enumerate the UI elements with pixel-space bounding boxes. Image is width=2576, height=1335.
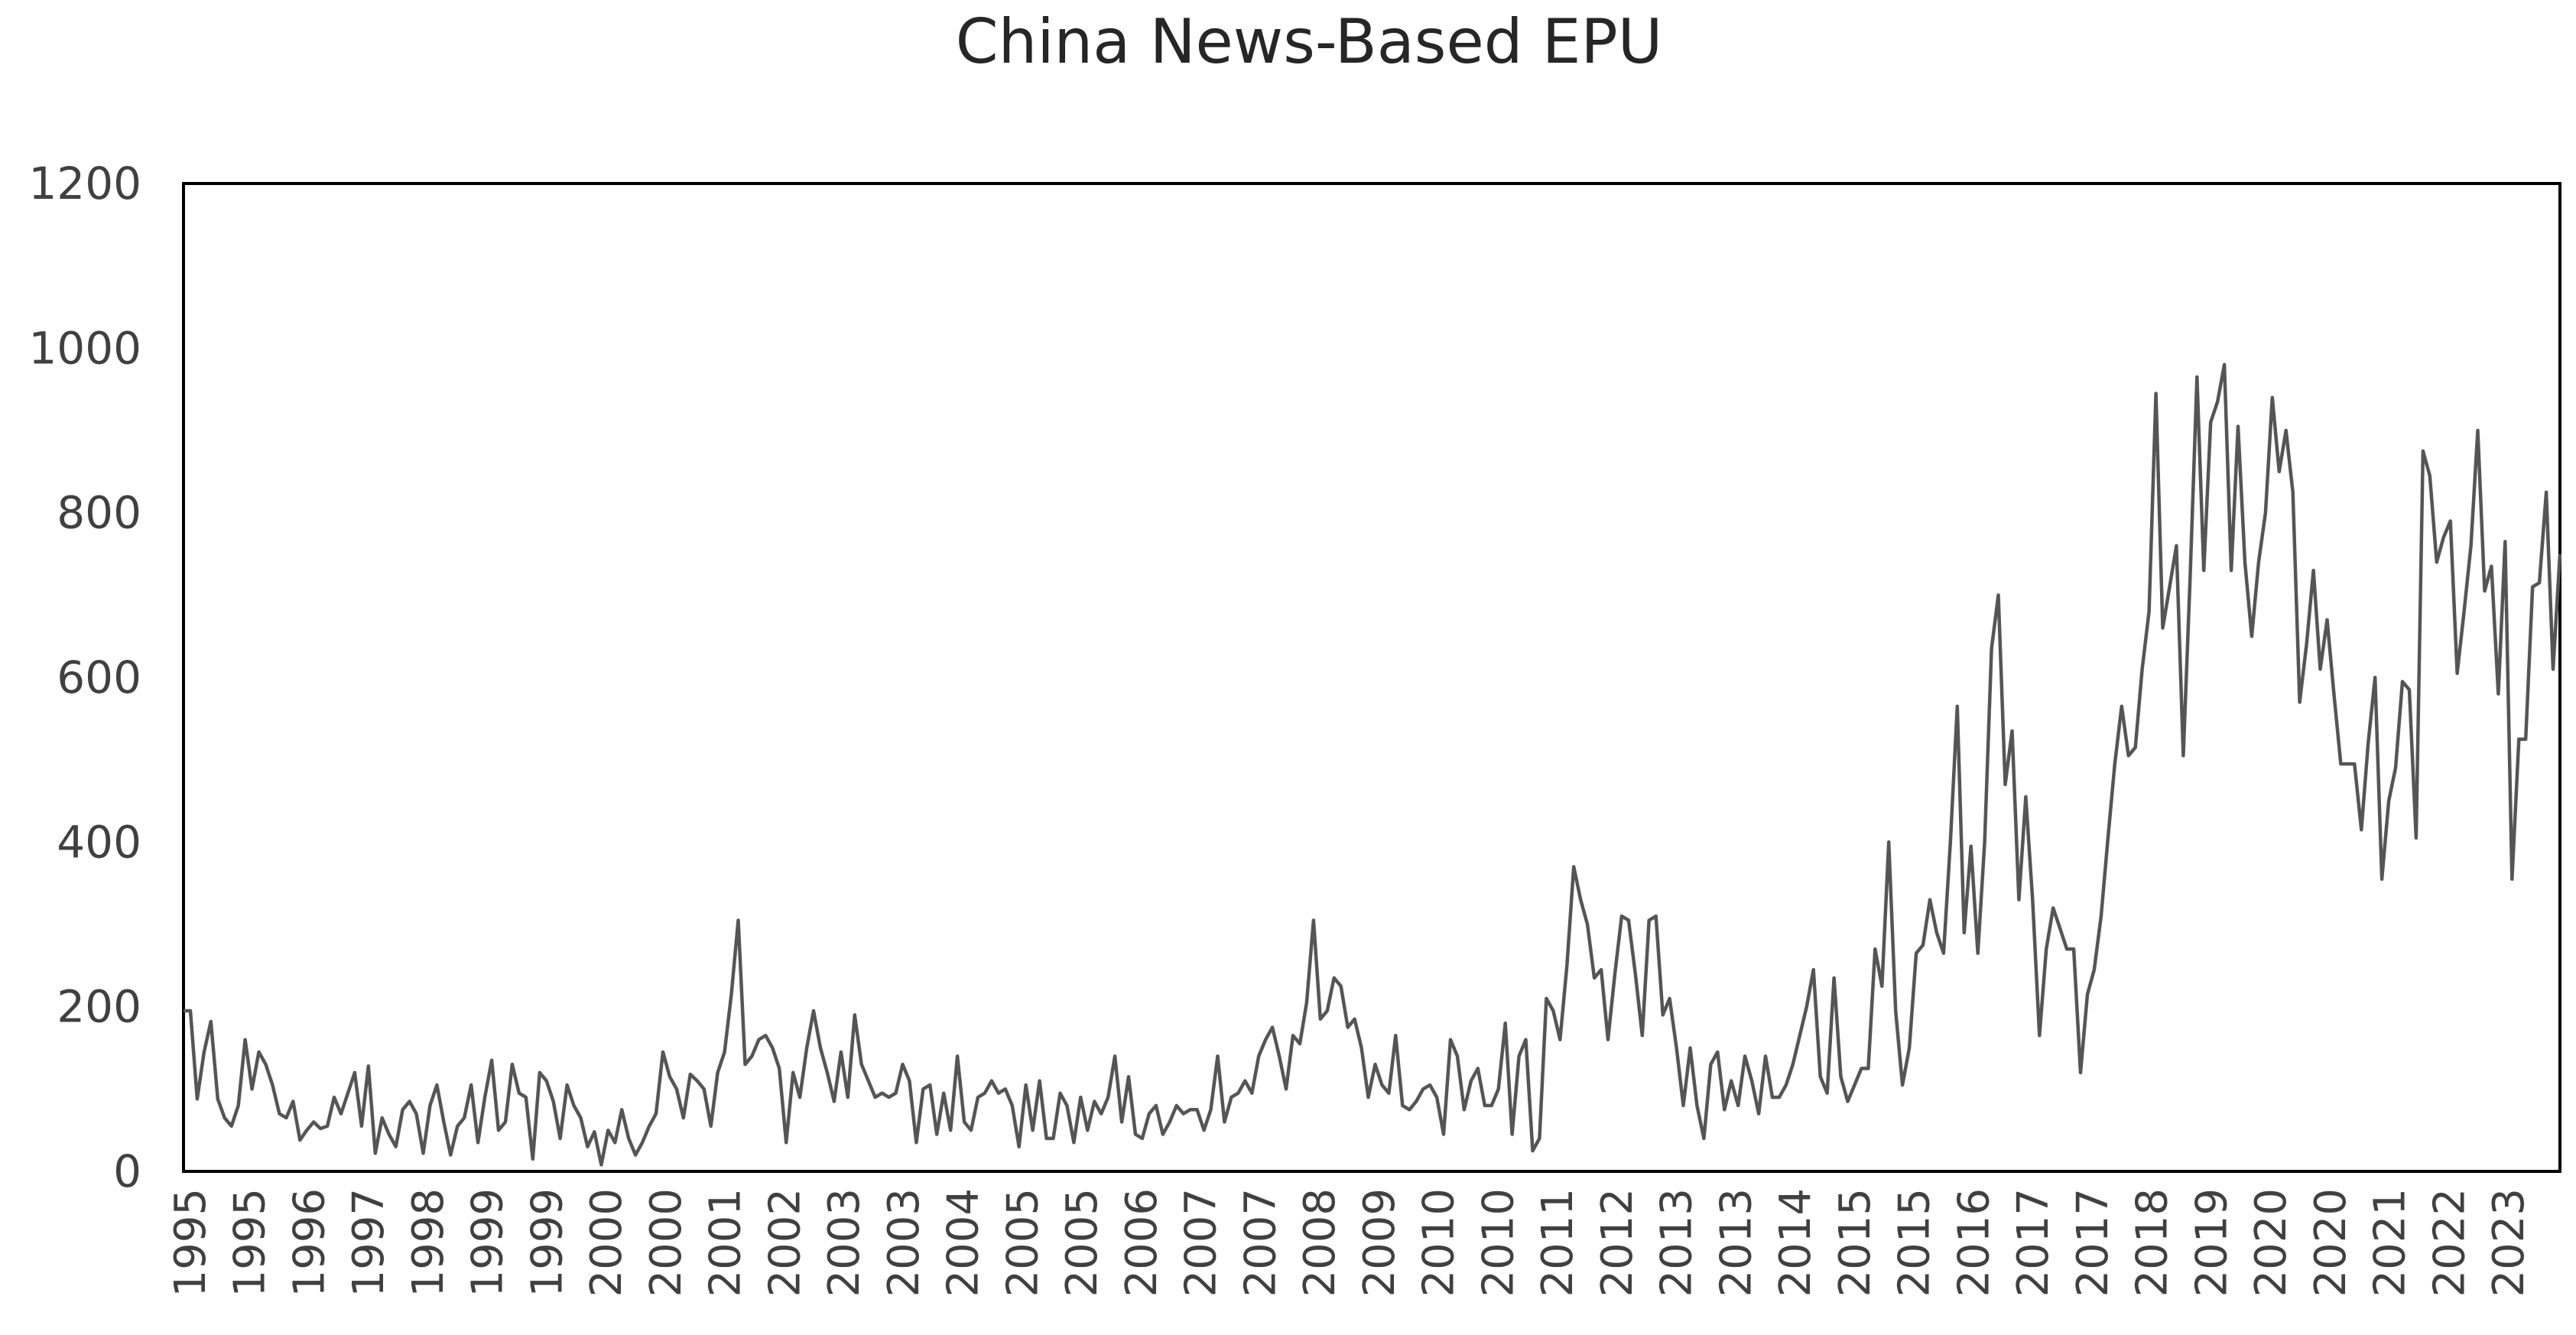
x-tick-label: 2020: [2306, 1188, 2356, 1298]
x-tick-label: 2005: [1057, 1188, 1107, 1298]
x-tick-label: 2008: [1295, 1188, 1345, 1298]
plot-area: [182, 182, 2561, 1173]
x-tick-label: 1999: [522, 1188, 572, 1298]
x-tick-label: 1997: [344, 1188, 394, 1298]
x-tick-label: 2005: [998, 1188, 1048, 1298]
y-tick-label: 800: [57, 487, 141, 539]
x-tick-label: 2015: [1890, 1188, 1940, 1298]
x-tick-label: 2019: [2187, 1188, 2237, 1298]
x-tick-label: 2003: [820, 1188, 869, 1298]
y-tick-label: 200: [57, 981, 141, 1033]
x-tick-label: 2010: [1473, 1188, 1523, 1298]
x-tick-label: 2011: [1533, 1188, 1583, 1298]
x-tick-label: 2018: [2128, 1188, 2178, 1298]
x-tick-label: 2015: [1830, 1188, 1880, 1298]
x-tick-label: 1996: [284, 1188, 334, 1298]
y-tick-label: 600: [57, 651, 141, 703]
x-tick-label: 2012: [1593, 1188, 1642, 1298]
x-tick-label: 2013: [1652, 1188, 1702, 1298]
x-tick-label: 2004: [939, 1188, 989, 1298]
y-tick-label: 1200: [28, 158, 141, 210]
x-tick-label: 2002: [760, 1188, 810, 1298]
x-tick-label: 2016: [1949, 1188, 1999, 1298]
x-tick-label: 2003: [879, 1188, 929, 1298]
x-tick-label: 2009: [1355, 1188, 1405, 1298]
x-tick-label: 1995: [166, 1188, 216, 1298]
x-tick-label: 2022: [2425, 1188, 2474, 1298]
series-layer: [184, 362, 2562, 1167]
x-tick-label: 2013: [1711, 1188, 1761, 1298]
x-tick-label: 1995: [226, 1188, 275, 1298]
y-axis: 0 200 400 600 800 1000 1200: [28, 158, 141, 1197]
x-tick-label: 2006: [1117, 1188, 1167, 1298]
x-tick-label: 1998: [404, 1188, 453, 1298]
y-tick-label: 0: [113, 1145, 141, 1197]
x-tick-label: 2017: [2068, 1188, 2118, 1298]
chart-title: China News-Based EPU: [956, 6, 1663, 77]
x-tick-label: 2017: [2009, 1188, 2058, 1298]
x-tick-label: 2000: [582, 1188, 632, 1298]
x-tick-label: 2010: [1415, 1188, 1464, 1298]
x-tick-label: 2000: [642, 1188, 691, 1298]
x-tick-label: 2020: [2246, 1188, 2296, 1298]
x-tick-label: 2021: [2366, 1188, 2415, 1298]
x-tick-label: 2001: [701, 1188, 751, 1298]
y-tick-label: 400: [57, 816, 141, 868]
series-line: [184, 362, 2562, 1167]
y-tick-label: 1000: [28, 322, 141, 374]
x-axis: 1995 1995 1996 1997 1998 1999 1999 2000 2000 2001…: [166, 1188, 2534, 1298]
x-tick-label: 2007: [1236, 1188, 1285, 1298]
x-tick-label: 2023: [2484, 1188, 2534, 1298]
x-tick-label: 2014: [1771, 1188, 1821, 1298]
x-tick-label: 2007: [1177, 1188, 1226, 1298]
x-tick-label: 1999: [463, 1188, 513, 1298]
